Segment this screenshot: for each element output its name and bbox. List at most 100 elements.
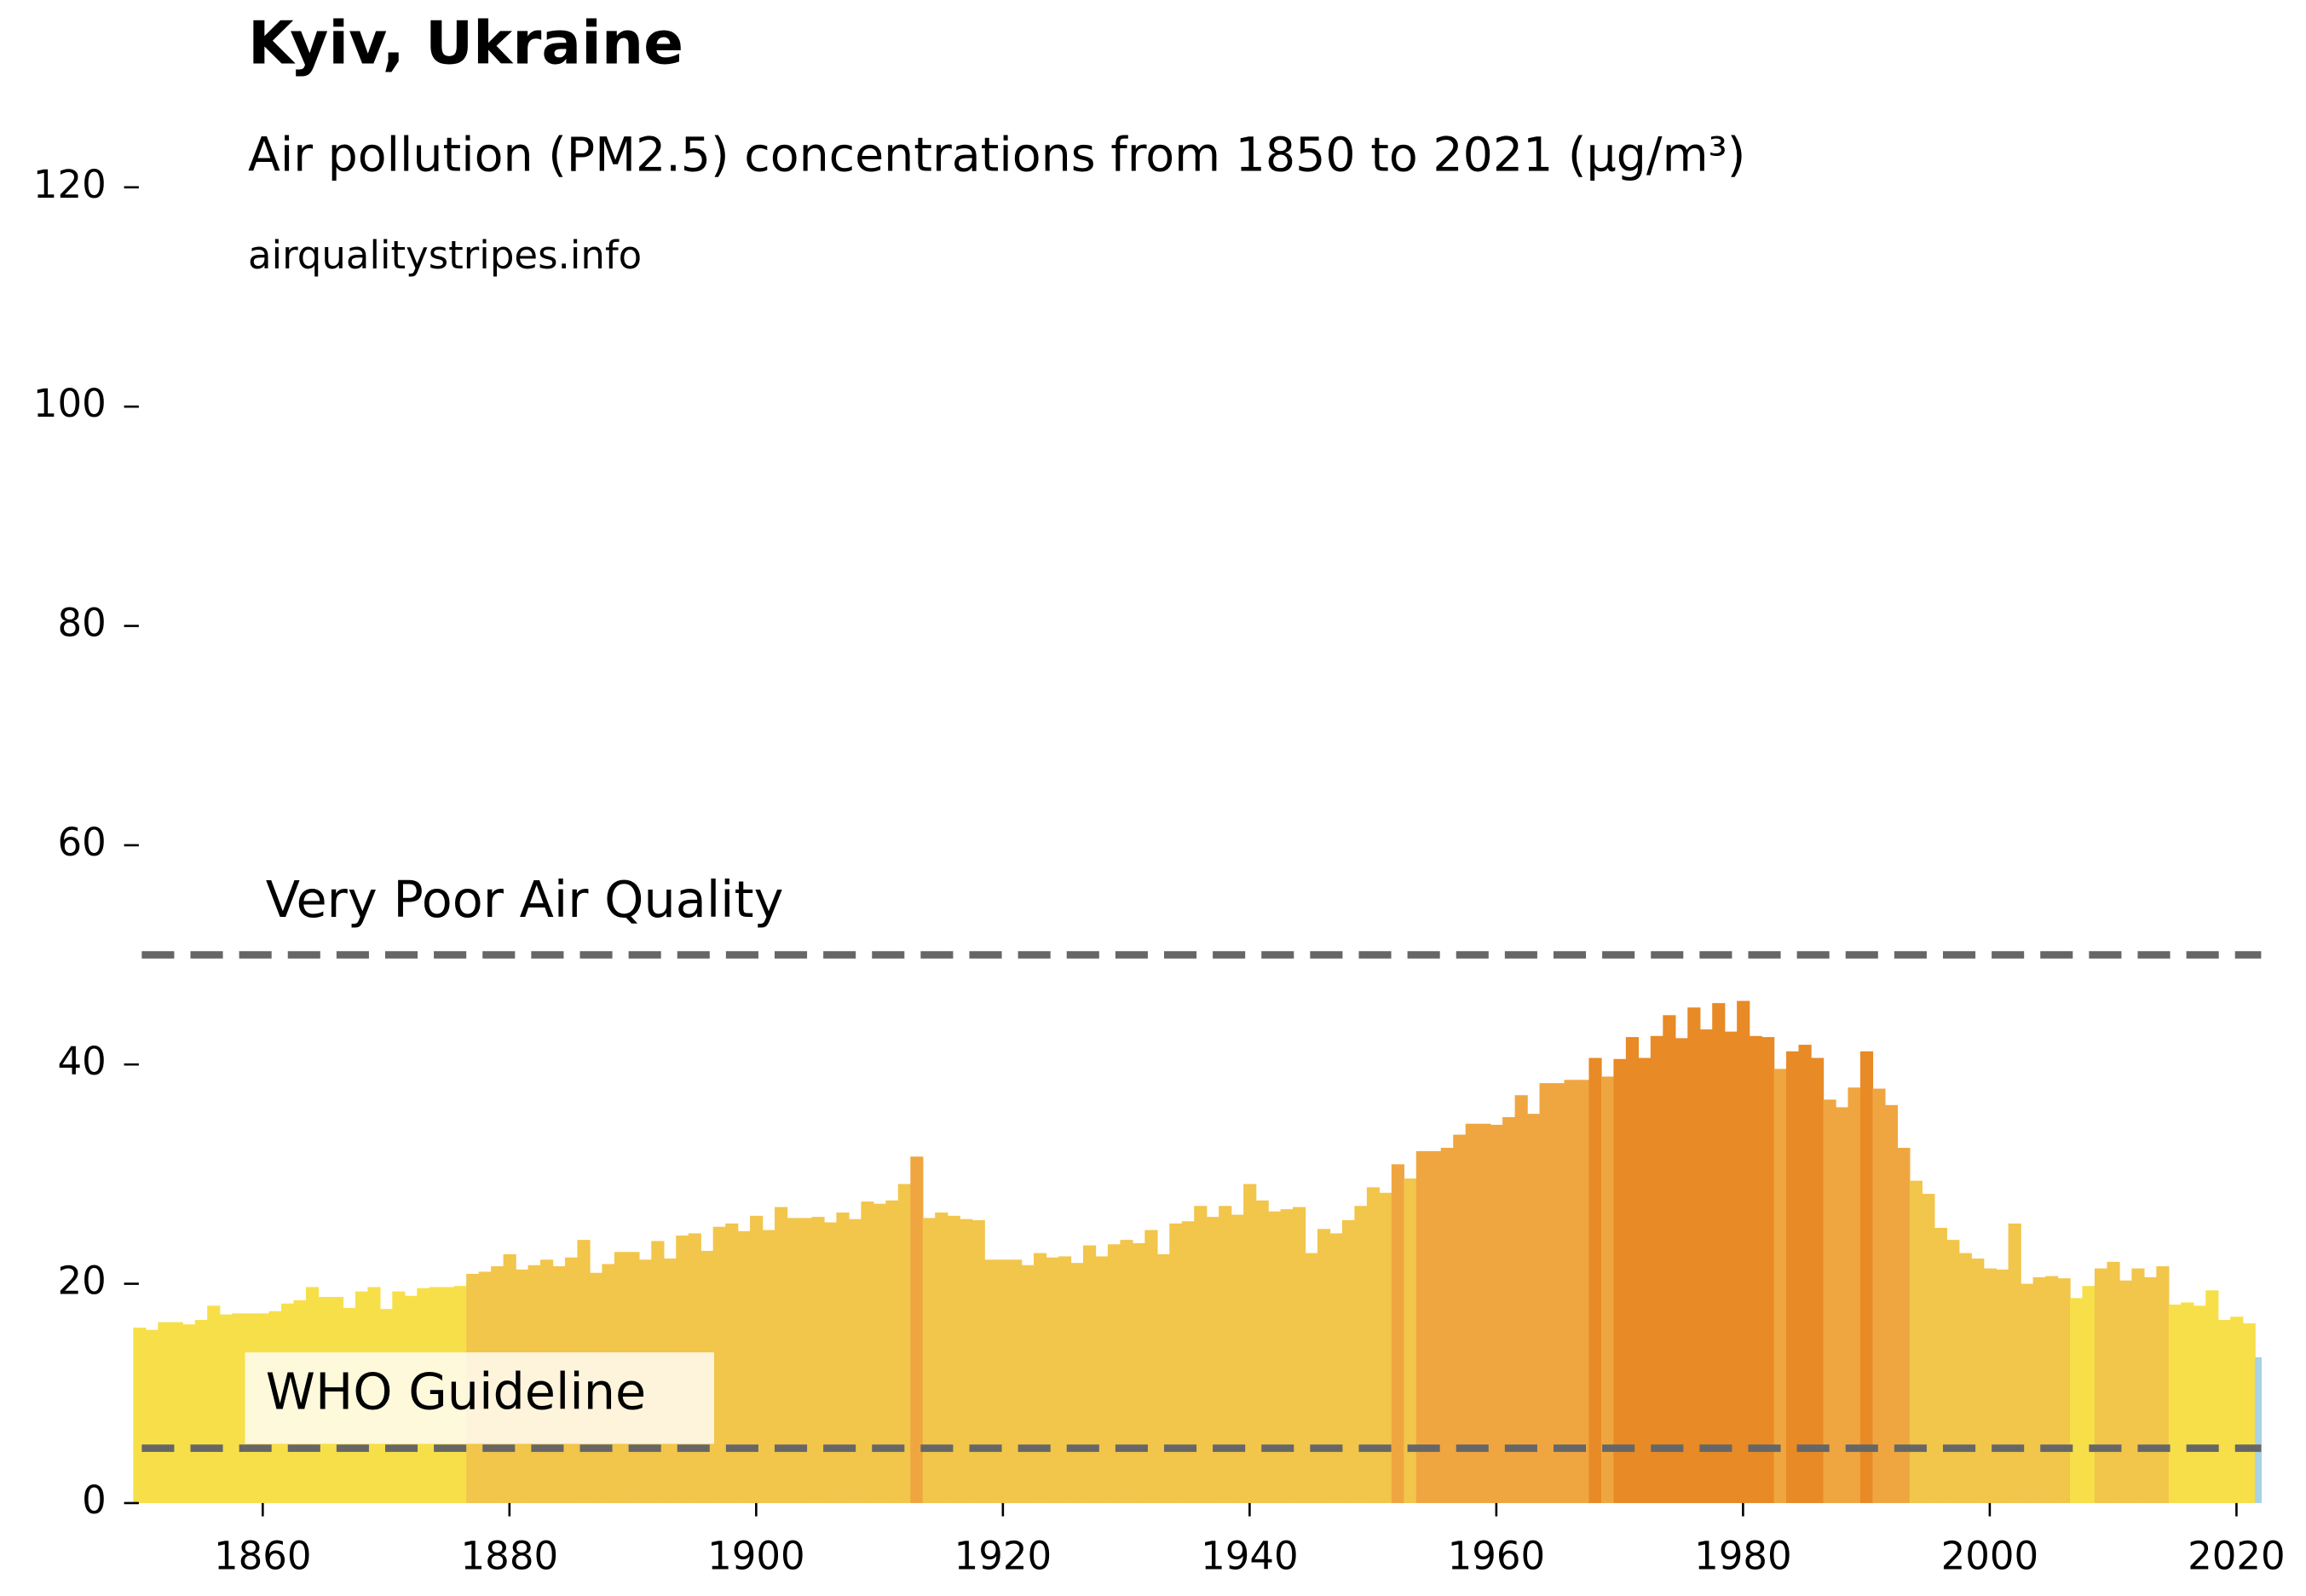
bar (873, 1203, 887, 1503)
bar (725, 1223, 739, 1503)
bar (1625, 1037, 1640, 1503)
reference-label: WHO Guideline (266, 1362, 646, 1420)
bar (1971, 1258, 1985, 1503)
bar (1268, 1211, 1282, 1503)
bar (1082, 1245, 1097, 1503)
bar (861, 1201, 874, 1503)
bar (2217, 1320, 2231, 1503)
bar (2032, 1276, 2046, 1503)
bar (1650, 1035, 1663, 1503)
bar (1156, 1253, 1170, 1503)
bar (836, 1212, 850, 1503)
bar (1120, 1240, 1133, 1503)
bar (737, 1230, 751, 1503)
bar (1552, 1083, 1565, 1503)
y-tick-label: 20 (58, 1259, 107, 1304)
bar (219, 1314, 233, 1503)
bar (207, 1305, 221, 1503)
bar (1564, 1080, 1577, 1503)
bar (1996, 1269, 2009, 1503)
bar (1181, 1221, 1195, 1503)
bar (1280, 1209, 1294, 1503)
bar (1527, 1114, 1541, 1503)
bar (811, 1217, 825, 1503)
y-tick-label: 80 (58, 601, 107, 646)
bar (1107, 1244, 1121, 1503)
bar (1034, 1253, 1047, 1503)
bar (1428, 1150, 1442, 1503)
bar (1638, 1057, 1652, 1503)
bar (1243, 1184, 1257, 1503)
bar (2107, 1261, 2120, 1503)
y-tick-label: 120 (33, 162, 107, 207)
bar (1687, 1007, 1701, 1503)
bar (2082, 1286, 2096, 1503)
bar (762, 1230, 775, 1503)
bar (1946, 1240, 1960, 1503)
bar (1317, 1229, 1331, 1503)
bar (1773, 1069, 1787, 1503)
bar (1293, 1207, 1306, 1503)
bar (1194, 1206, 1208, 1503)
bar (775, 1207, 788, 1503)
y-tick-label: 100 (33, 381, 107, 426)
bar (1897, 1148, 1911, 1503)
bar (1465, 1123, 1479, 1503)
bar (194, 1320, 208, 1503)
bar (1613, 1058, 1627, 1503)
bar (1058, 1256, 1072, 1503)
bar (1478, 1123, 1491, 1503)
bar (1922, 1194, 1935, 1503)
bar (1983, 1268, 1997, 1503)
bar (2008, 1223, 2021, 1503)
bar (1366, 1187, 1381, 1503)
bar (1811, 1057, 1825, 1503)
bar (922, 1218, 936, 1503)
bar (2193, 1305, 2206, 1503)
bar (984, 1259, 998, 1503)
bar (1453, 1134, 1467, 1503)
bar (1859, 1051, 1874, 1503)
bar (1539, 1083, 1553, 1503)
bar (996, 1259, 1010, 1503)
bar (750, 1215, 764, 1503)
bar (897, 1184, 911, 1503)
bar (1699, 1029, 1713, 1503)
bar (1675, 1038, 1688, 1503)
bar (1404, 1178, 1417, 1503)
bar (1021, 1265, 1035, 1503)
bar (2156, 1266, 2170, 1503)
y-tick-label: 40 (58, 1039, 107, 1084)
bar (1305, 1253, 1318, 1503)
bar (1144, 1230, 1158, 1503)
bar (2168, 1305, 2182, 1503)
bar (1490, 1125, 1503, 1503)
bar (1909, 1180, 1923, 1503)
bar (2069, 1298, 2084, 1503)
bar (2143, 1276, 2158, 1503)
bar (1749, 1035, 1762, 1503)
bar (910, 1156, 924, 1503)
x-tick-label: 1860 (214, 1534, 312, 1579)
bar (1009, 1259, 1023, 1503)
bar (1341, 1219, 1356, 1503)
bar (885, 1200, 899, 1503)
x-tick-label: 1980 (1694, 1534, 1792, 1579)
reference-label: Very Poor Air Quality (266, 870, 784, 929)
bar (145, 1329, 159, 1503)
x-tick-label: 1920 (954, 1534, 1052, 1579)
bar (2255, 1357, 2263, 1503)
bar (182, 1324, 196, 1503)
bar (2057, 1278, 2071, 1503)
bar (1884, 1104, 1899, 1503)
bar (823, 1222, 838, 1503)
bar (935, 1212, 948, 1503)
bar (232, 1313, 245, 1503)
x-tick-label: 2000 (1941, 1534, 2039, 1579)
bar (712, 1226, 726, 1503)
bar (1761, 1037, 1775, 1503)
x-tick-label: 1960 (1448, 1534, 1546, 1579)
x-tick-label: 2020 (2188, 1534, 2286, 1579)
bar (1798, 1045, 1812, 1503)
